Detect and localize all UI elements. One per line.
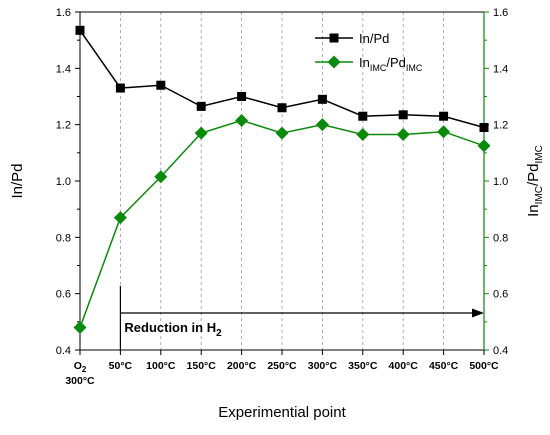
data-point-diamond bbox=[437, 125, 451, 139]
data-point-diamond bbox=[73, 320, 87, 334]
x-tick-label: 150°C bbox=[187, 360, 217, 372]
annotation-text: Reduction in H2 bbox=[124, 320, 222, 339]
legend-label: InIMC/PdIMC bbox=[359, 55, 423, 73]
left-y-tick-label: 0.8 bbox=[56, 232, 71, 244]
left-y-tick-label: 1.6 bbox=[56, 7, 71, 19]
right-y-tick-label: 1.2 bbox=[493, 120, 508, 132]
right-y-tick-label: 1.6 bbox=[493, 7, 508, 19]
right-y-tick-label: 1.0 bbox=[493, 176, 508, 188]
data-point-square bbox=[398, 110, 408, 120]
right-y-tick-label: 1.4 bbox=[493, 63, 508, 75]
data-point-square bbox=[75, 25, 85, 35]
x-tick-label: O2 bbox=[74, 360, 87, 374]
data-point-square bbox=[115, 83, 125, 93]
legend-marker-square bbox=[329, 33, 339, 43]
data-point-square bbox=[439, 111, 449, 121]
x-tick-label: 500°C bbox=[469, 360, 499, 372]
x-axis-title: Experimential point bbox=[218, 404, 346, 421]
left-y-tick-label: 0.4 bbox=[56, 345, 71, 357]
data-point-square bbox=[479, 122, 489, 132]
data-point-square bbox=[237, 92, 247, 101]
annotation-arrow-head bbox=[472, 308, 484, 318]
data-point-square bbox=[277, 103, 287, 113]
data-point-diamond bbox=[194, 126, 208, 140]
data-point-square bbox=[156, 80, 166, 90]
x-tick-label: 400°C bbox=[389, 360, 419, 372]
right-y-axis-title: InIMC/PdIMC bbox=[525, 145, 545, 217]
x-tick-label: 100°C bbox=[146, 360, 176, 372]
x-tick-label: 450°C bbox=[429, 360, 459, 372]
data-point-diamond bbox=[113, 211, 127, 225]
legend-label: In/Pd bbox=[359, 31, 389, 46]
data-point-diamond bbox=[477, 139, 491, 153]
x-tick-label: 300°C bbox=[308, 360, 338, 372]
left-y-tick-label: 1.0 bbox=[56, 176, 71, 188]
data-point-square bbox=[196, 101, 206, 111]
x-tick-label: 250°C bbox=[267, 360, 297, 372]
data-point-diamond bbox=[235, 113, 249, 127]
left-y-tick-label: 0.6 bbox=[56, 289, 71, 301]
data-point-diamond bbox=[154, 170, 168, 184]
data-point-diamond bbox=[275, 126, 289, 140]
data-point-square bbox=[358, 111, 368, 121]
right-y-tick-label: 0.6 bbox=[493, 289, 508, 301]
legend-marker-diamond bbox=[327, 55, 341, 69]
right-y-tick-label: 0.8 bbox=[493, 232, 508, 244]
left-y-tick-label: 1.4 bbox=[56, 63, 71, 75]
data-point-square bbox=[317, 94, 327, 104]
x-tick-label-line2: 300°C bbox=[65, 375, 95, 387]
right-y-tick-label: 0.4 bbox=[493, 345, 508, 357]
x-tick-label: 200°C bbox=[227, 360, 257, 372]
left-y-tick-label: 1.2 bbox=[56, 120, 71, 132]
data-point-diamond bbox=[396, 128, 410, 142]
x-tick-label: 50°C bbox=[109, 360, 133, 372]
left-y-axis-title: In/Pd bbox=[9, 163, 26, 198]
x-tick-label: 350°C bbox=[348, 360, 378, 372]
data-point-diamond bbox=[315, 118, 329, 132]
data-point-diamond bbox=[356, 128, 370, 142]
